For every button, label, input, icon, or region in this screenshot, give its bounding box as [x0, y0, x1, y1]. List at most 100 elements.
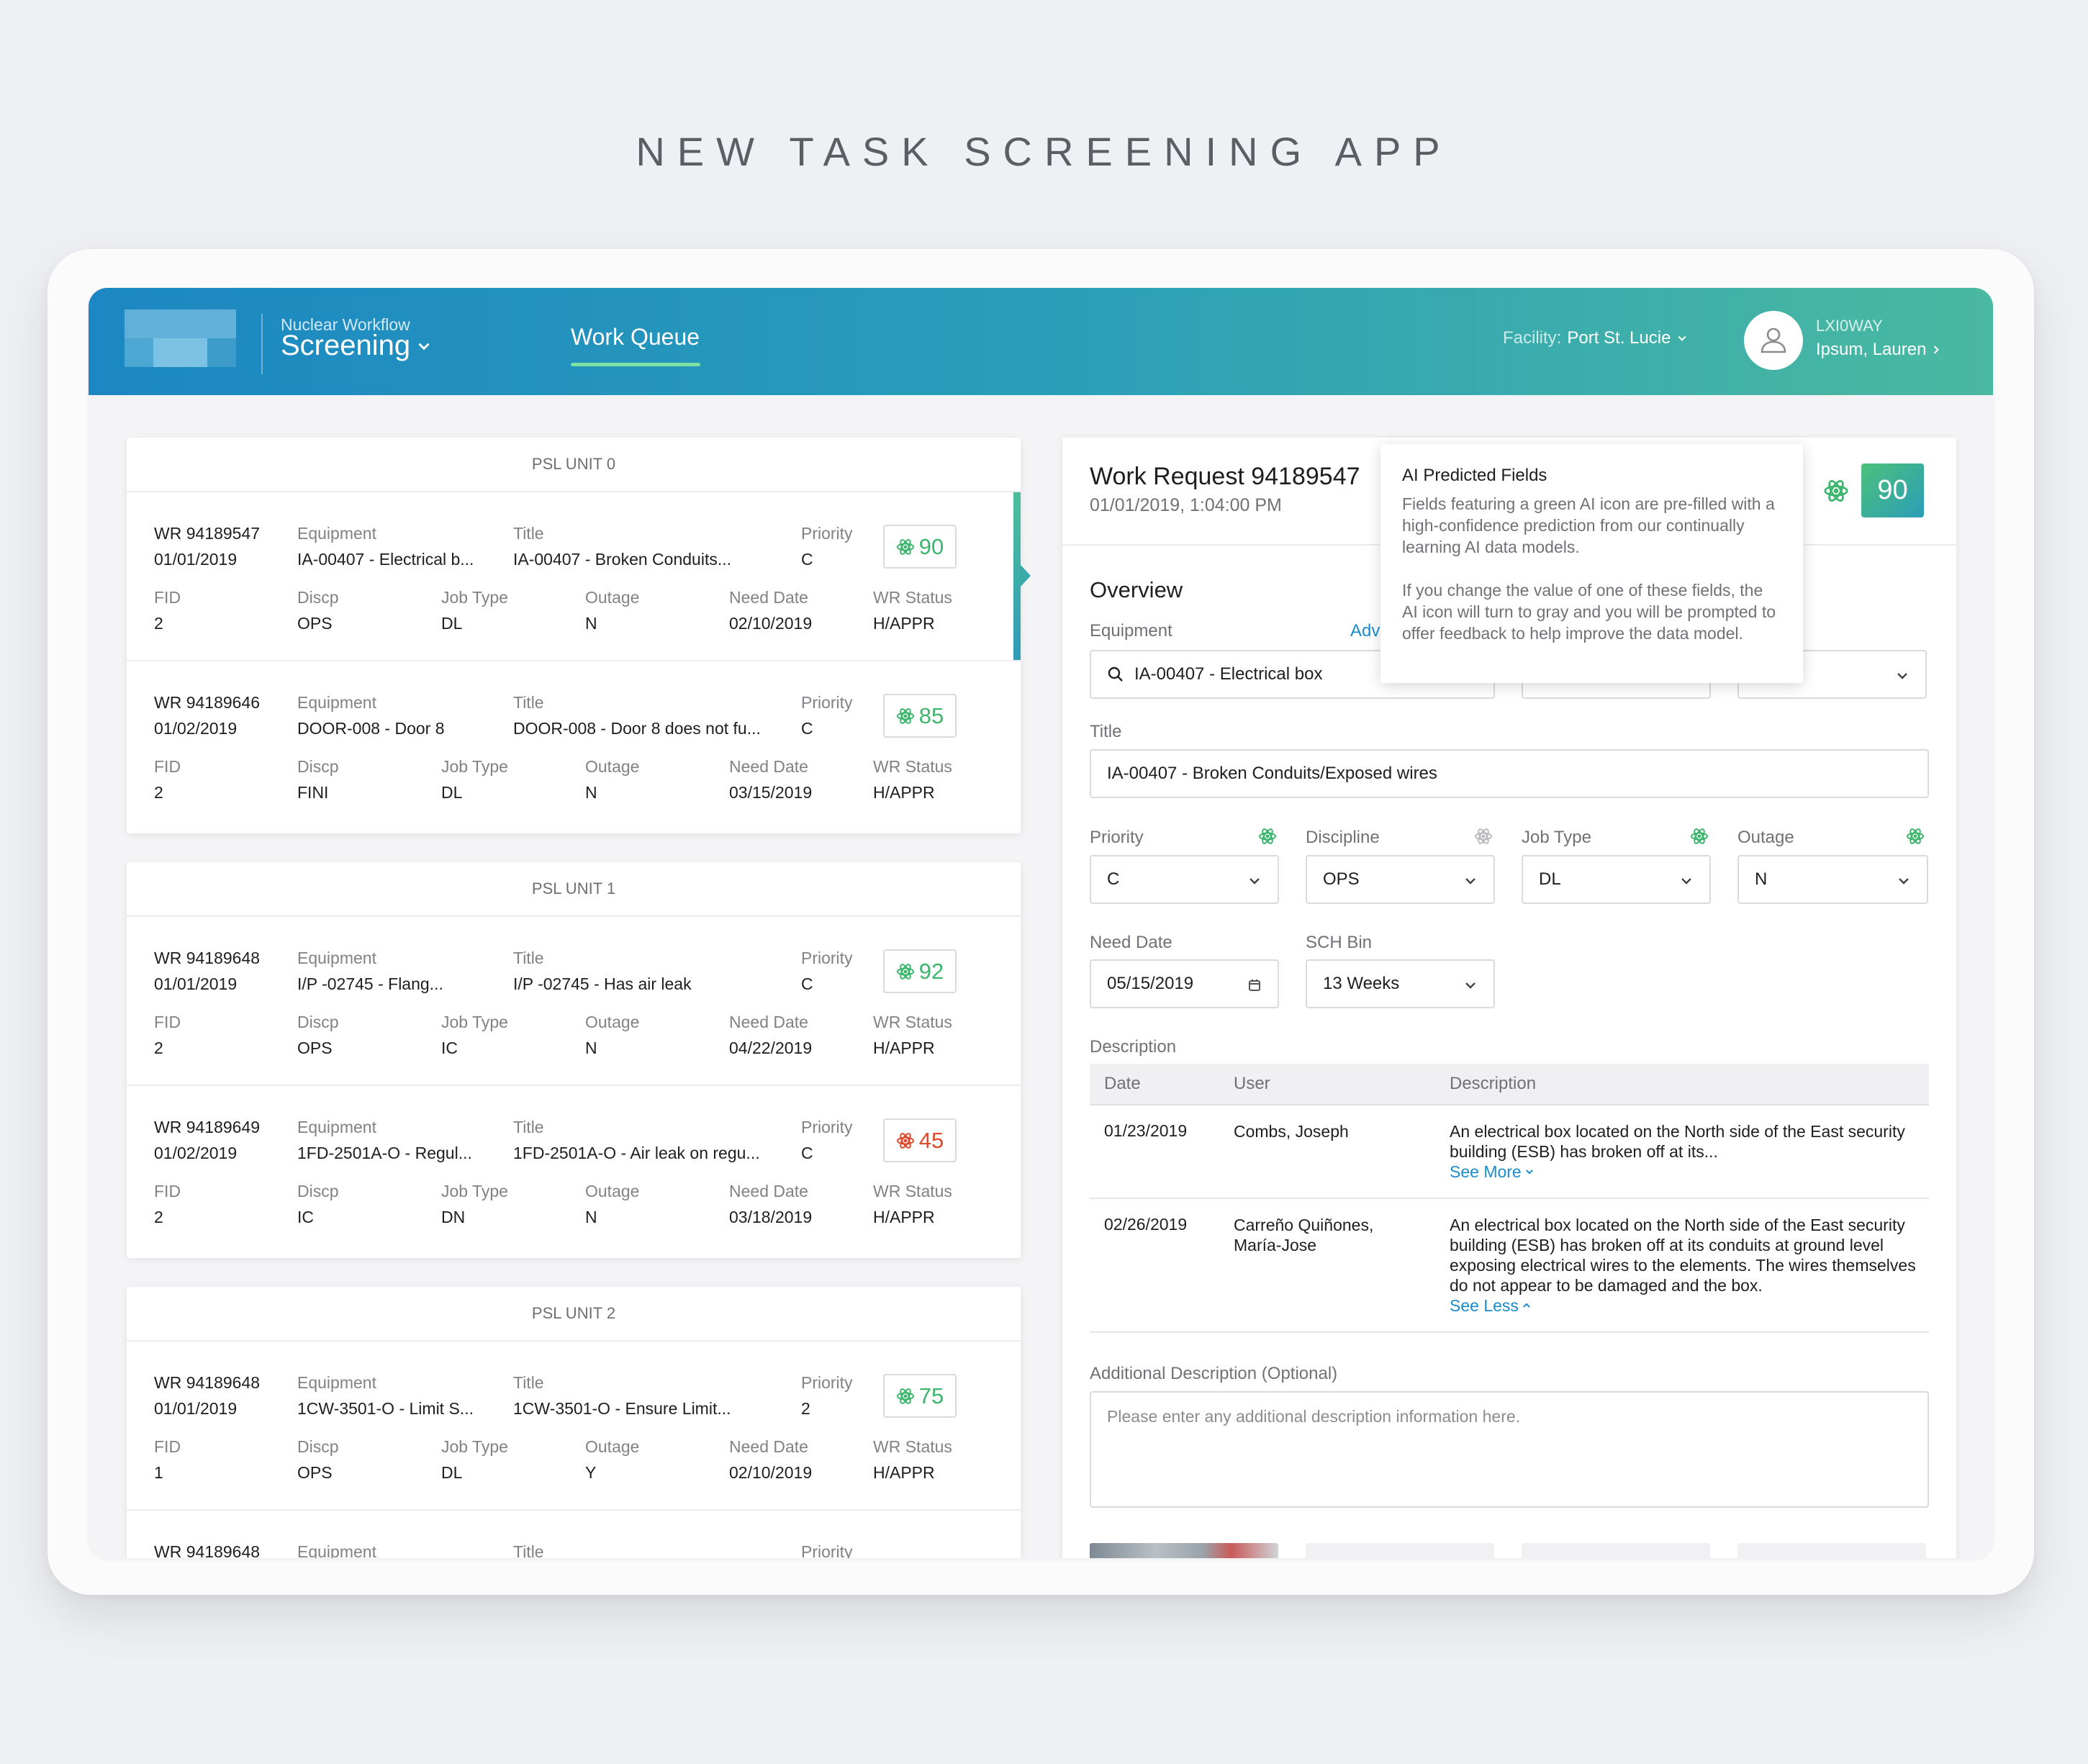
field-label: WR Status	[873, 1437, 952, 1456]
equipment-value: 1FD-2501A-O - Regul...	[297, 1144, 472, 1162]
ai-icon	[896, 1388, 914, 1404]
job-type-value: DN	[441, 1208, 466, 1226]
field-label: Title	[513, 1542, 544, 1558]
field-label: Equipment	[297, 949, 376, 967]
ai-icon	[1907, 828, 1924, 844]
attachment-thumbnail[interactable]	[1737, 1543, 1926, 1558]
score-value: 75	[918, 1383, 944, 1408]
priority-value: C	[801, 974, 813, 993]
need-date-value: 04/22/2019	[729, 1039, 813, 1057]
outage-value: N	[585, 783, 597, 802]
outage-value: N	[585, 614, 597, 633]
equipment-value: DOOR-008 - Door 8	[297, 719, 445, 738]
see-less-label: See Less	[1450, 1296, 1519, 1315]
ai-icon	[896, 963, 914, 980]
ai-icon[interactable]	[1823, 478, 1849, 504]
chevron-down-icon	[1465, 982, 1475, 989]
fid-value: 2	[154, 783, 163, 802]
priority-select[interactable]: C	[1090, 855, 1279, 904]
work-request-card[interactable]: WR 94189646 01/02/2019 Equipment DOOR-008 …	[127, 661, 1021, 831]
section-title: Overview	[1090, 577, 1183, 602]
description-label: Description	[1090, 1037, 1177, 1057]
wr-number: WR 94189648	[154, 1373, 261, 1392]
user-menu[interactable]: Ipsum, Lauren	[1816, 340, 1942, 360]
user-name: Ipsum, Lauren	[1816, 340, 1927, 359]
discipline-select[interactable]: OPS	[1306, 855, 1495, 904]
score-value: 85	[918, 702, 944, 728]
row-user: Combs, Joseph	[1234, 1122, 1349, 1141]
field-label: Priority	[801, 1118, 853, 1136]
need-date-value: 03/15/2019	[729, 783, 813, 802]
row-user: Carreño Quiñones, María-Jose	[1234, 1216, 1374, 1254]
ai-score-badge: 75	[883, 1374, 957, 1418]
facility-label: Facility:	[1503, 328, 1562, 348]
ai-icon	[1259, 828, 1276, 844]
ai-score-badge: 85	[883, 694, 957, 738]
tab-work-queue[interactable]: Work Queue	[571, 324, 700, 350]
facility-selector[interactable]: Facility: Port St. Lucie	[1503, 328, 1688, 348]
score-value: 45	[918, 1127, 944, 1153]
need-date-value: 05/15/2019	[1107, 974, 1194, 993]
attachment-thumbnail[interactable]	[1522, 1543, 1710, 1558]
field-label: Priority	[801, 1542, 853, 1558]
outage-select[interactable]: N	[1737, 855, 1928, 904]
job-type-select[interactable]: DL	[1522, 855, 1711, 904]
field-label: Job Type	[441, 1013, 508, 1031]
field-label: Job Type	[441, 1182, 508, 1200]
work-request-card[interactable]: WR 94189547 01/01/2019 Equipment IA-00407 …	[127, 492, 1021, 661]
chevron-right-icon	[1934, 345, 1940, 354]
work-request-card[interactable]: WR 94189648 01/01/2019 Equipment I/P -0274…	[127, 917, 1021, 1086]
attachment-thumbnail[interactable]	[1306, 1543, 1494, 1558]
company-logo	[125, 309, 240, 367]
priority-value: C	[801, 719, 813, 738]
unit-group: PSL UNIT 2 WR 94189648 01/01/2019 Equipme…	[127, 1287, 1021, 1558]
title-value: IA-00407 - Broken Conduits/Exposed wires	[1107, 764, 1437, 783]
unit-group: PSL UNIT 1 WR 94189648 01/01/2019 Equipme…	[127, 862, 1021, 1258]
row-text: An electrical box located on the North s…	[1450, 1216, 1916, 1295]
title-value: IA-00407 - Broken Conduits...	[513, 550, 731, 569]
table-header: Date User Description	[1090, 1064, 1929, 1105]
field-label: Title	[513, 524, 544, 543]
user-icon	[1761, 327, 1786, 353]
group-header: PSL UNIT 2	[127, 1287, 1021, 1342]
discipline-value: OPS	[1323, 869, 1360, 889]
work-request-card[interactable]: WR 94189648 01/01/2019 Equipment 1CW-3501-…	[127, 1342, 1021, 1511]
title-input[interactable]: IA-00407 - Broken Conduits/Exposed wires	[1090, 749, 1929, 798]
user-avatar[interactable]	[1744, 311, 1803, 370]
row-date: 01/23/2019	[1104, 1121, 1188, 1140]
field-label: Discp	[297, 1437, 339, 1456]
column-header: Date	[1104, 1074, 1141, 1093]
ai-score-badge: 92	[883, 949, 957, 993]
calendar-icon	[1249, 980, 1260, 991]
field-label: FID	[154, 1437, 181, 1456]
see-more-link[interactable]: See More	[1450, 1162, 1535, 1182]
additional-description-textarea[interactable]: Please enter any additional description …	[1090, 1391, 1929, 1508]
work-request-card[interactable]: WR 94189648 Equipment Title Priority	[127, 1511, 1021, 1558]
wr-number: WR 94189648	[154, 1542, 261, 1558]
search-icon	[1108, 666, 1123, 682]
fid-value: 2	[154, 1039, 163, 1057]
app-switcher[interactable]: Screening	[281, 330, 432, 362]
title-label: Title	[1090, 722, 1122, 741]
equipment-value: IA-00407 - Electrical b...	[297, 550, 474, 569]
discp-value: OPS	[297, 614, 333, 633]
field-label: Need Date	[729, 1013, 808, 1031]
field-label: FID	[154, 1013, 181, 1031]
column-header: Description	[1450, 1074, 1537, 1093]
field-label: Outage	[585, 757, 640, 776]
header-divider	[261, 314, 263, 374]
tooltip-paragraph: If you change the value of one of these …	[1402, 581, 1776, 643]
group-header: PSL UNIT 1	[127, 862, 1021, 917]
need-date-picker[interactable]: 05/15/2019	[1090, 959, 1279, 1008]
need-date-label: Need Date	[1090, 933, 1172, 952]
wr-status-value: H/APPR	[873, 783, 935, 802]
attachment-thumbnail[interactable]	[1090, 1543, 1278, 1558]
field-label: WR Status	[873, 1182, 952, 1200]
see-less-link[interactable]: See Less	[1450, 1295, 1532, 1316]
user-id: LXI0WAY	[1816, 317, 1883, 335]
title-value: 1CW-3501-O - Ensure Limit...	[513, 1399, 731, 1418]
work-request-card[interactable]: WR 94189649 01/02/2019 Equipment 1FD-2501A…	[127, 1086, 1021, 1255]
job-type-value: DL	[441, 783, 463, 802]
sch-bin-select[interactable]: 13 Weeks	[1306, 959, 1495, 1008]
chevron-down-icon	[1525, 1170, 1533, 1175]
